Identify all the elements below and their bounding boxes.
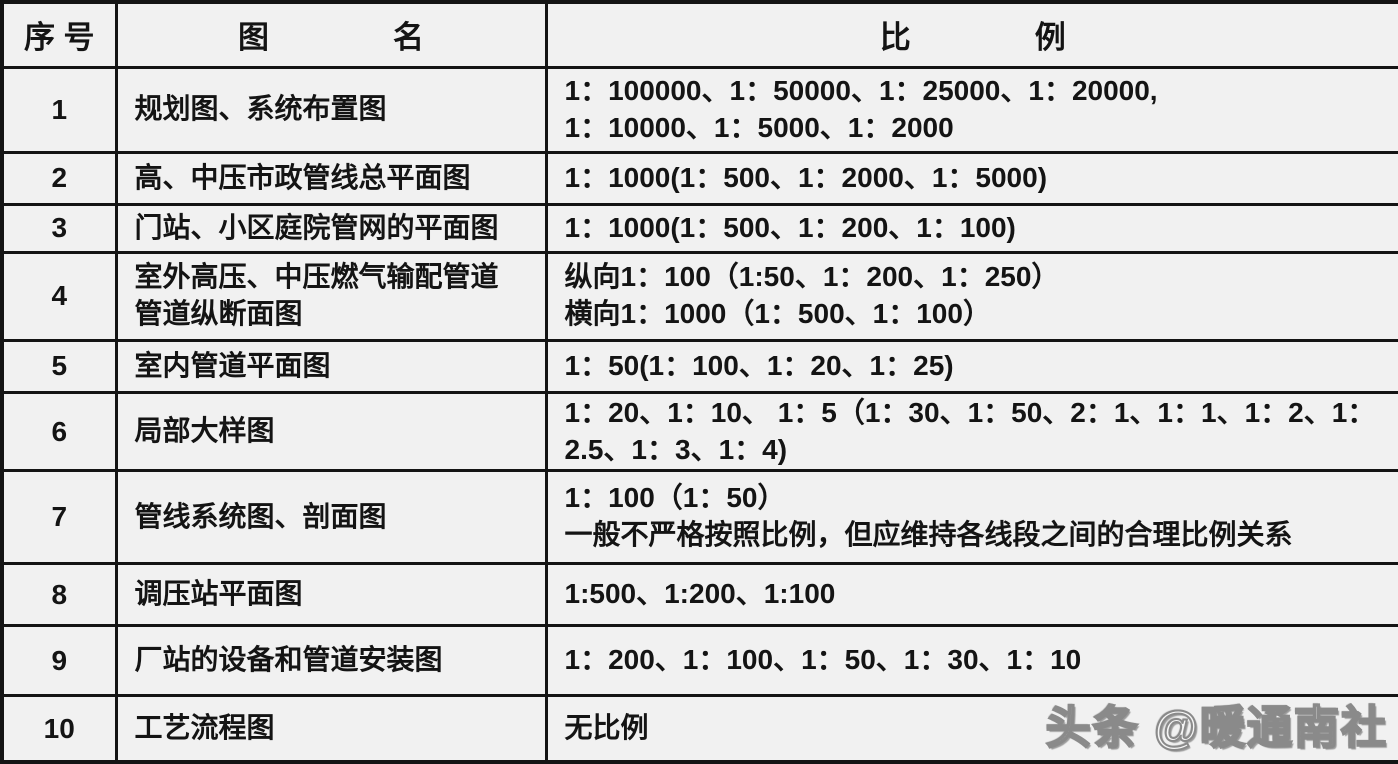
header-no: 序 号 bbox=[0, 0, 118, 69]
drawing-name-cell: 门站、小区庭院管网的平面图 bbox=[114, 202, 548, 254]
scale-cell: 纵向1：100（1:50、1：200、1：250） 横向1：1000（1：500… bbox=[544, 250, 1398, 342]
row-no-cell: 9 bbox=[0, 624, 118, 698]
row-no-cell: 7 bbox=[0, 469, 118, 566]
drawing-name-cell: 调压站平面图 bbox=[114, 562, 548, 628]
table-row: 10 工艺流程图 无比例 bbox=[0, 694, 1398, 764]
drawing-name-cell: 室外高压、中压燃气输配管道 管道纵断面图 bbox=[114, 250, 548, 342]
table-row: 4 室外高压、中压燃气输配管道 管道纵断面图 纵向1：100（1:50、1：20… bbox=[0, 250, 1398, 342]
row-no-cell: 3 bbox=[0, 202, 118, 254]
table-header-row: 序 号 图 名 比 例 bbox=[0, 0, 1398, 69]
drawing-name-cell: 局部大样图 bbox=[114, 390, 548, 473]
drawing-name-cell: 高、中压市政管线总平面图 bbox=[114, 150, 548, 206]
drawing-name-cell: 工艺流程图 bbox=[114, 694, 548, 764]
table-row: 5 室内管道平面图 1：50(1：100、1：20、1：25) bbox=[0, 338, 1398, 394]
table-row: 1 规划图、系统布置图 1：100000、1：50000、1：25000、1：2… bbox=[0, 65, 1398, 154]
drawing-name-cell: 厂站的设备和管道安装图 bbox=[114, 624, 548, 698]
row-no-cell: 5 bbox=[0, 338, 118, 394]
table-row: 8 调压站平面图 1:500、1:200、1:100 bbox=[0, 562, 1398, 628]
row-no-cell: 4 bbox=[0, 250, 118, 342]
scale-cell: 1：1000(1：500、1：200、1：100) bbox=[544, 202, 1398, 254]
scale-cell: 1：50(1：100、1：20、1：25) bbox=[544, 338, 1398, 394]
row-no-cell: 10 bbox=[0, 694, 118, 764]
header-drawing-name: 图 名 bbox=[114, 0, 548, 69]
scale-cell: 1：20、1：10、 1：5（1：30、1：50、2：1、1：1、1：2、1：2… bbox=[544, 390, 1398, 473]
scale-cell: 1：200、1：100、1：50、1：30、1：10 bbox=[544, 624, 1398, 698]
scale-cell: 1：1000(1：500、1：2000、1：5000) bbox=[544, 150, 1398, 206]
drawing-name-cell: 管线系统图、剖面图 bbox=[114, 469, 548, 566]
scale-cell: 1:500、1:200、1:100 bbox=[544, 562, 1398, 628]
scale-cell: 无比例 bbox=[544, 694, 1398, 764]
table-row: 3 门站、小区庭院管网的平面图 1：1000(1：500、1：200、1：100… bbox=[0, 202, 1398, 254]
table-row: 9 厂站的设备和管道安装图 1：200、1：100、1：50、1：30、1：10 bbox=[0, 624, 1398, 698]
row-no-cell: 2 bbox=[0, 150, 118, 206]
row-no-cell: 8 bbox=[0, 562, 118, 628]
drawing-name-cell: 室内管道平面图 bbox=[114, 338, 548, 394]
scale-cell: 1：100000、1：50000、1：25000、1：20000, 1：1000… bbox=[544, 65, 1398, 154]
row-no-cell: 6 bbox=[0, 390, 118, 473]
table-row: 2 高、中压市政管线总平面图 1：1000(1：500、1：2000、1：500… bbox=[0, 150, 1398, 206]
table-row: 6 局部大样图 1：20、1：10、 1：5（1：30、1：50、2：1、1：1… bbox=[0, 390, 1398, 473]
table-row: 7 管线系统图、剖面图 1：100（1：50） 一般不严格按照比例，但应维持各线… bbox=[0, 469, 1398, 566]
row-no-cell: 1 bbox=[0, 65, 118, 154]
scale-cell: 1：100（1：50） 一般不严格按照比例，但应维持各线段之间的合理比例关系 bbox=[544, 469, 1398, 566]
drawing-name-cell: 规划图、系统布置图 bbox=[114, 65, 548, 154]
header-scale: 比 例 bbox=[544, 0, 1398, 69]
